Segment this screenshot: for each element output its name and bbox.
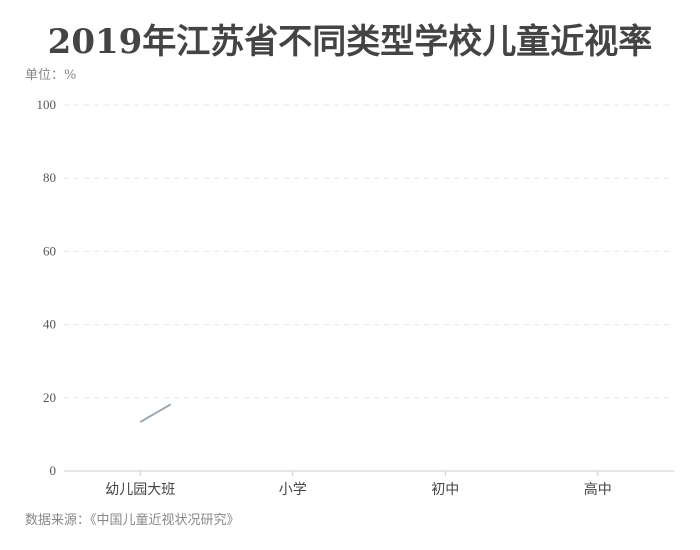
y-tick-label: 60 [43,243,56,258]
x-tick-label: 幼儿园大班 [105,482,175,498]
y-tick-label: 0 [50,463,57,478]
source-note: 数据来源：《中国儿童近视状况研究》 [25,513,240,528]
y-tick-label: 40 [43,317,56,332]
y-tick-label: 20 [43,390,56,405]
series-line [139,403,172,423]
y-tick-label: 100 [37,97,57,112]
x-tick-label: 小学 [279,482,307,498]
x-tick-label: 高中 [584,481,612,498]
chart-title: 2019年江苏省不同类型学校儿童近视率 [47,22,653,62]
x-tick-label: 初中 [431,481,459,498]
y-tick-label: 80 [43,170,56,185]
unit-label: 单位：% [25,68,77,83]
